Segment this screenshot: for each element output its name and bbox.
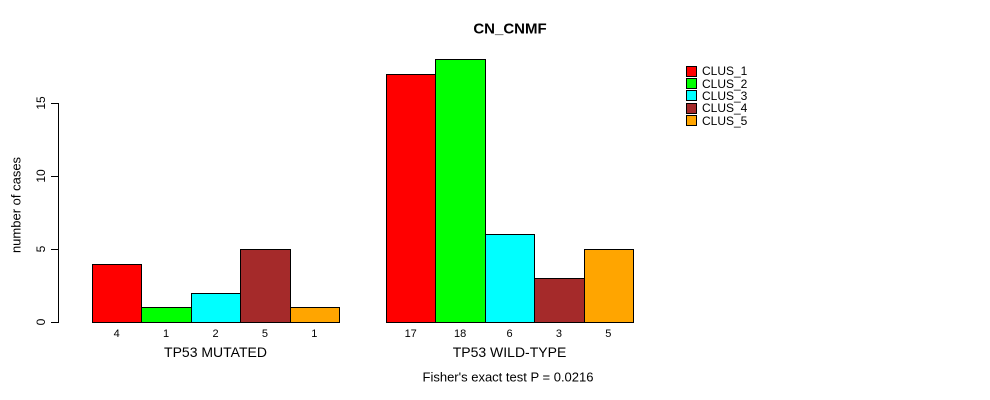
bar-clus-1-group2 <box>386 74 436 323</box>
legend-label: CLUS_1 <box>702 64 748 79</box>
bar-clus-5-group1 <box>290 307 340 323</box>
x-axis-group-label: TP53 WILD-TYPE <box>452 344 567 360</box>
legend-label: CLUS_2 <box>702 76 748 91</box>
y-axis-tick-label: 0 <box>34 318 48 326</box>
bar-value-label: 1 <box>163 328 170 340</box>
y-axis-line <box>58 103 59 323</box>
bar-value-label: 3 <box>555 328 562 340</box>
legend-swatch-clus-3 <box>686 90 697 102</box>
legend-row: CLUS_1 <box>686 65 747 77</box>
bar-clus-3-group1 <box>191 293 241 323</box>
legend-row: CLUS_4 <box>686 102 747 114</box>
bar-clus-4-group2 <box>534 278 585 323</box>
y-axis-tick <box>51 321 58 323</box>
bar-value-label: 6 <box>506 328 513 340</box>
y-axis-tick <box>51 248 58 250</box>
bar-value-label: 4 <box>113 328 120 340</box>
legend-swatch-clus-1 <box>686 65 697 77</box>
bar-clus-1-group1 <box>92 264 142 323</box>
legend-label: CLUS_4 <box>702 101 748 116</box>
legend-swatch-clus-4 <box>686 102 697 114</box>
chart-title: CN_CNMF <box>473 20 547 38</box>
legend-row: CLUS_2 <box>686 76 748 91</box>
y-axis-tick-label: 15 <box>34 96 48 110</box>
bar-clus-4-group1 <box>240 249 291 323</box>
legend-swatch-clus-5 <box>686 115 697 127</box>
legend-label: CLUS_5 <box>702 113 748 128</box>
x-axis-group-label: TP53 MUTATED <box>164 344 267 360</box>
bar-value-label: 1 <box>311 328 318 340</box>
bar-clus-2-group1 <box>141 307 192 323</box>
legend-row: CLUS_5 <box>686 115 747 127</box>
y-axis-tick <box>51 175 58 177</box>
y-axis-tick-label: 5 <box>34 245 48 253</box>
bar-value-label: 5 <box>261 328 268 340</box>
bar-value-label: 18 <box>453 328 467 340</box>
legend-row: CLUS_3 <box>686 90 747 102</box>
legend-label: CLUS_3 <box>702 88 748 103</box>
bar-value-label: 5 <box>605 328 612 340</box>
y-axis-tick <box>51 102 58 104</box>
bar-clus-5-group2 <box>584 249 634 323</box>
bar-clus-3-group2 <box>485 234 535 323</box>
bar-clus-2-group2 <box>435 59 486 323</box>
y-axis-tick-label: 10 <box>34 169 48 183</box>
legend: CLUS_1 CLUS_2 CLUS_3 CLUS_4 CLUS_5 <box>686 65 747 127</box>
bar-value-label: 2 <box>212 328 219 340</box>
legend-swatch-clus-2 <box>686 78 697 90</box>
annotation-text: Fisher's exact test P = 0.0216 <box>422 369 594 385</box>
bar-value-label: 17 <box>404 328 417 340</box>
